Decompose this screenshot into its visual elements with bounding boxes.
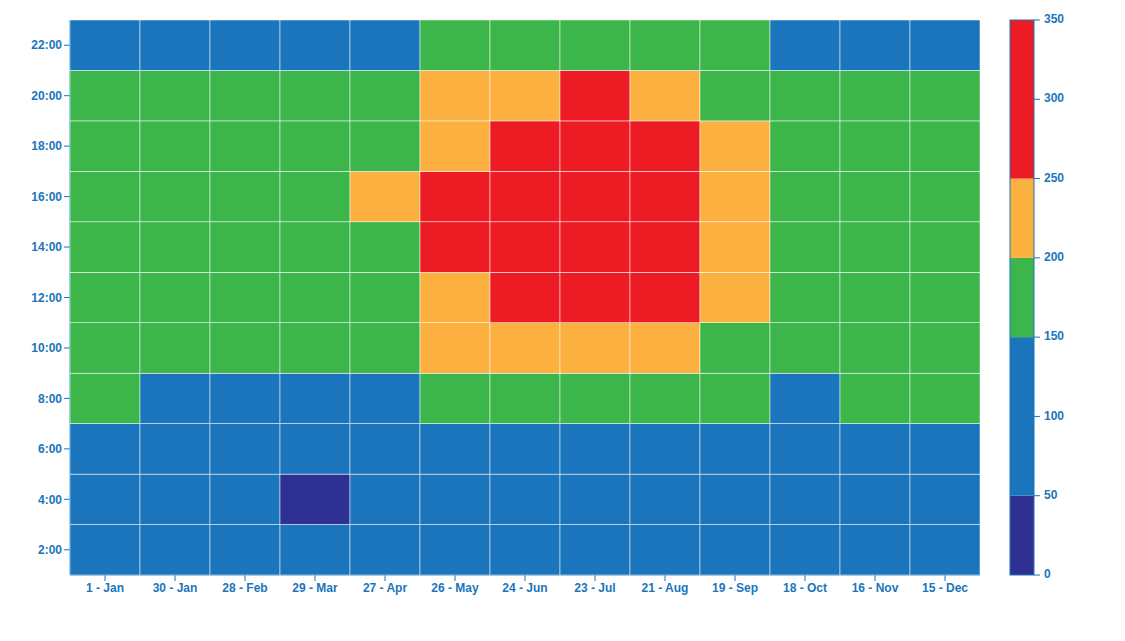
svg-text:26 - May: 26 - May	[431, 581, 479, 595]
svg-text:24 - Jun: 24 - Jun	[502, 581, 547, 595]
svg-text:50: 50	[1044, 488, 1058, 502]
svg-text:12:00: 12:00	[31, 291, 62, 305]
svg-text:300: 300	[1044, 91, 1064, 105]
svg-text:27 - Apr: 27 - Apr	[363, 581, 408, 595]
svg-text:8:00: 8:00	[38, 392, 62, 406]
svg-text:18 - Oct: 18 - Oct	[783, 581, 827, 595]
svg-text:2:00: 2:00	[38, 543, 62, 557]
svg-text:18:00: 18:00	[31, 139, 62, 153]
svg-text:4:00: 4:00	[38, 493, 62, 507]
svg-text:28 - Feb: 28 - Feb	[222, 581, 267, 595]
svg-text:23 - Jul: 23 - Jul	[574, 581, 615, 595]
svg-text:16 - Nov: 16 - Nov	[852, 581, 899, 595]
svg-text:350: 350	[1044, 12, 1064, 26]
svg-text:1 - Jan: 1 - Jan	[86, 581, 124, 595]
svg-text:0: 0	[1044, 567, 1051, 581]
svg-text:21 - Aug: 21 - Aug	[642, 581, 689, 595]
svg-text:6:00: 6:00	[38, 442, 62, 456]
svg-text:10:00: 10:00	[31, 341, 62, 355]
svg-text:100: 100	[1044, 409, 1064, 423]
svg-text:20:00: 20:00	[31, 89, 62, 103]
svg-text:29 - Mar: 29 - Mar	[292, 581, 338, 595]
svg-text:150: 150	[1044, 329, 1064, 343]
svg-text:19 - Sep: 19 - Sep	[712, 581, 758, 595]
svg-text:250: 250	[1044, 171, 1064, 185]
svg-text:200: 200	[1044, 250, 1064, 264]
svg-text:14:00: 14:00	[31, 240, 62, 254]
svg-text:16:00: 16:00	[31, 190, 62, 204]
svg-text:30 - Jan: 30 - Jan	[153, 581, 198, 595]
svg-text:22:00: 22:00	[31, 38, 62, 52]
svg-text:15 - Dec: 15 - Dec	[922, 581, 968, 595]
